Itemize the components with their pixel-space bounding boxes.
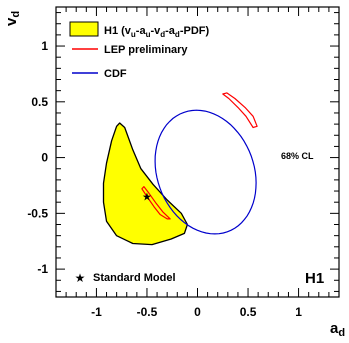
x-tick-label: 0 — [194, 305, 201, 319]
series-contour-3 — [141, 186, 171, 220]
series-contour-0 — [102, 122, 189, 246]
y-tick-label: 1 — [41, 39, 48, 53]
y-tick-label: 0.5 — [31, 95, 48, 109]
y-axis-label: vd — [3, 11, 22, 26]
sm-legend-label: Standard Model — [93, 272, 176, 284]
y-tick-label: -1 — [37, 262, 48, 276]
sm-legend: ★ Standard Model — [75, 271, 176, 285]
series-contour-2 — [222, 92, 258, 129]
x-axis-label: ad — [330, 320, 345, 339]
axis-ticks — [56, 7, 340, 297]
y-tick-label: 0 — [41, 151, 48, 165]
tick-labels: -1 -0.5 0 0.5 1 -1 -0.5 0 0.5 1 — [27, 39, 302, 319]
experiment-label: H1 — [305, 270, 324, 287]
x-tick-label: 1 — [295, 305, 302, 319]
sm-legend-star-icon: ★ — [75, 271, 86, 285]
x-tick-label: -0.5 — [137, 305, 158, 319]
series-contour-1 — [154, 109, 257, 235]
legend-swatch-h1 — [69, 21, 99, 37]
y-tick-label: -0.5 — [27, 206, 48, 220]
legend-label-h1: H1 (vu-au-vd-ad-PDF) — [104, 25, 209, 39]
cl-label: 68% CL — [281, 151, 314, 161]
x-tick-label: 0.5 — [240, 305, 257, 319]
plot-shapes: ★ — [102, 92, 258, 246]
x-tick-label: -1 — [91, 305, 102, 319]
legend-label-lep: LEP preliminary — [104, 44, 188, 56]
standard-model-point-icon: ★ — [142, 192, 152, 204]
legend: H1 (vu-au-vd-ad-PDF) LEP preliminary CDF — [69, 21, 209, 80]
legend-label-cdf: CDF — [104, 68, 127, 80]
